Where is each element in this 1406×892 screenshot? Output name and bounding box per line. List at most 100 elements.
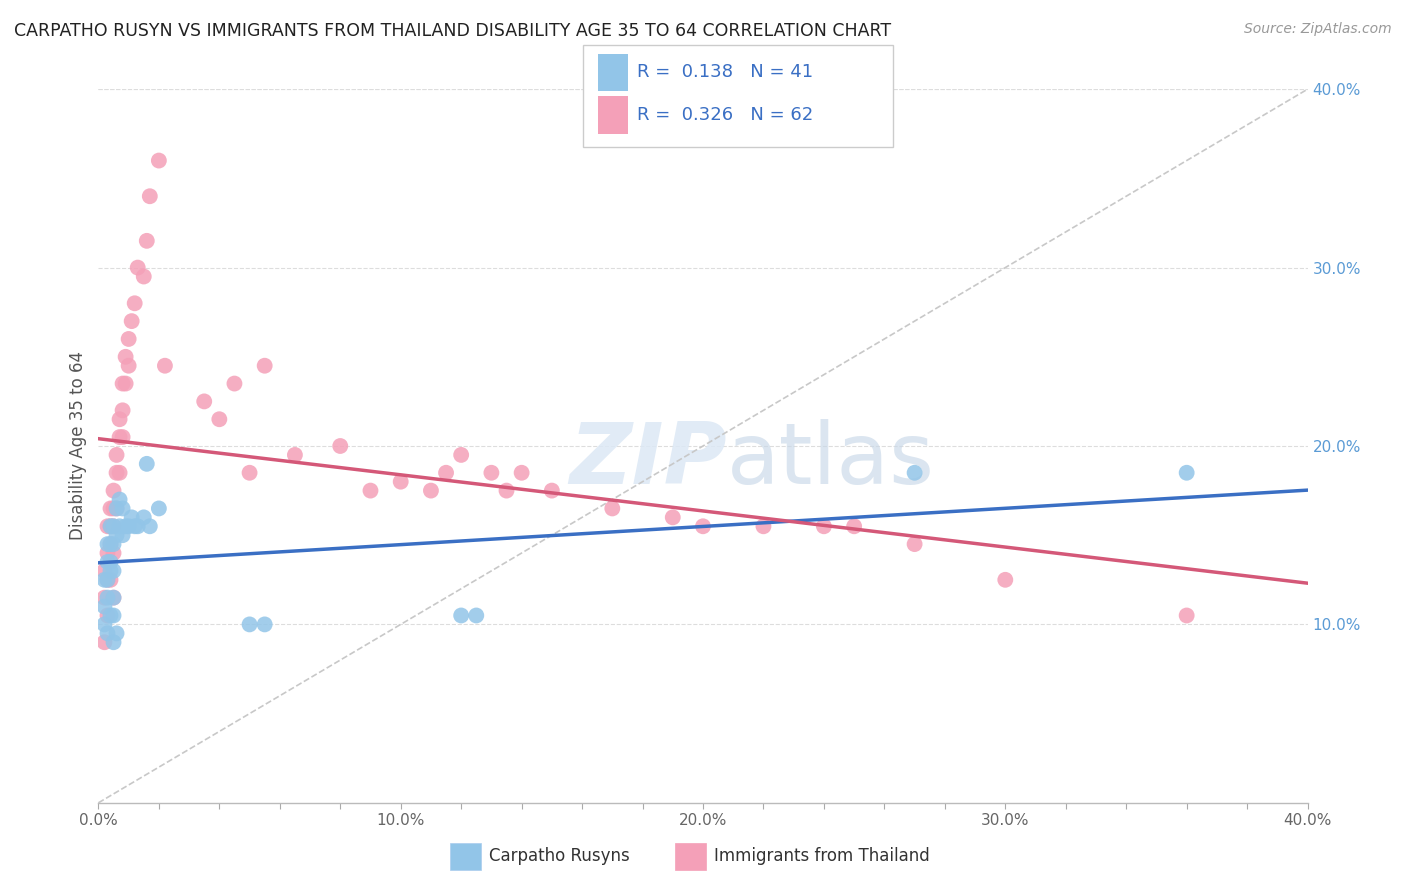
Point	[111, 528, 134, 542]
Text: R =  0.138   N = 41: R = 0.138 N = 41	[637, 63, 813, 81]
Text: R =  0.326   N = 62: R = 0.326 N = 62	[637, 106, 813, 124]
Point	[148, 501, 170, 516]
Point	[100, 519, 122, 533]
Point	[224, 376, 246, 391]
Point	[844, 519, 866, 533]
Point	[127, 519, 149, 533]
Point	[103, 519, 125, 533]
Point	[96, 546, 118, 560]
Point	[153, 359, 176, 373]
Point	[1175, 466, 1198, 480]
Point	[208, 412, 231, 426]
Point	[465, 608, 488, 623]
Point	[111, 501, 134, 516]
Point	[103, 591, 125, 605]
Point	[127, 260, 149, 275]
Point	[124, 296, 146, 310]
Point	[96, 537, 118, 551]
Point	[100, 537, 122, 551]
Point	[93, 635, 115, 649]
Point	[114, 350, 136, 364]
Point	[1175, 608, 1198, 623]
Point	[139, 519, 162, 533]
Text: Carpatho Rusyns: Carpatho Rusyns	[489, 847, 630, 865]
Point	[111, 430, 134, 444]
Point	[100, 608, 122, 623]
Text: Source: ZipAtlas.com: Source: ZipAtlas.com	[1244, 22, 1392, 37]
Point	[108, 466, 131, 480]
Point	[96, 626, 118, 640]
Point	[124, 519, 146, 533]
Point	[105, 501, 128, 516]
Point	[114, 376, 136, 391]
Point	[114, 519, 136, 533]
Y-axis label: Disability Age 35 to 64: Disability Age 35 to 64	[69, 351, 87, 541]
Point	[111, 403, 134, 417]
Point	[193, 394, 215, 409]
Point	[135, 457, 157, 471]
Point	[284, 448, 307, 462]
Point	[118, 519, 141, 533]
Point	[139, 189, 162, 203]
Text: atlas: atlas	[727, 418, 935, 502]
Point	[100, 537, 122, 551]
Point	[904, 466, 927, 480]
Point	[148, 153, 170, 168]
Point	[93, 599, 115, 614]
Point	[111, 376, 134, 391]
Point	[118, 359, 141, 373]
Point	[100, 573, 122, 587]
Point	[93, 617, 115, 632]
Point	[105, 466, 128, 480]
Point	[103, 591, 125, 605]
Point	[96, 519, 118, 533]
Point	[103, 564, 125, 578]
Point	[103, 519, 125, 533]
Point	[105, 501, 128, 516]
Point	[239, 617, 262, 632]
Point	[121, 510, 143, 524]
Point	[132, 510, 155, 524]
Point	[121, 314, 143, 328]
Point	[752, 519, 775, 533]
Point	[420, 483, 443, 498]
Point	[105, 448, 128, 462]
Point	[360, 483, 382, 498]
Point	[389, 475, 412, 489]
Point	[661, 510, 683, 524]
Point	[329, 439, 352, 453]
Point	[96, 573, 118, 587]
Point	[103, 546, 125, 560]
Point	[253, 359, 276, 373]
Text: Immigrants from Thailand: Immigrants from Thailand	[714, 847, 929, 865]
Point	[93, 564, 115, 578]
Point	[239, 466, 262, 480]
Point	[105, 626, 128, 640]
Point	[96, 555, 118, 569]
Point	[103, 608, 125, 623]
Point	[813, 519, 835, 533]
Point	[510, 466, 533, 480]
Point	[108, 492, 131, 507]
Point	[96, 591, 118, 605]
Point	[132, 269, 155, 284]
Point	[100, 564, 122, 578]
Point	[994, 573, 1017, 587]
Point	[93, 573, 115, 587]
Point	[103, 501, 125, 516]
Point	[108, 430, 131, 444]
Point	[135, 234, 157, 248]
Point	[253, 617, 276, 632]
Text: CARPATHO RUSYN VS IMMIGRANTS FROM THAILAND DISABILITY AGE 35 TO 64 CORRELATION C: CARPATHO RUSYN VS IMMIGRANTS FROM THAILA…	[14, 22, 891, 40]
Point	[108, 519, 131, 533]
Point	[103, 537, 125, 551]
Point	[96, 573, 118, 587]
Point	[481, 466, 503, 480]
Point	[602, 501, 624, 516]
Point	[100, 555, 122, 569]
Point	[692, 519, 714, 533]
Text: ZIP: ZIP	[569, 418, 727, 502]
Point	[108, 412, 131, 426]
Point	[904, 537, 927, 551]
Point	[450, 448, 472, 462]
